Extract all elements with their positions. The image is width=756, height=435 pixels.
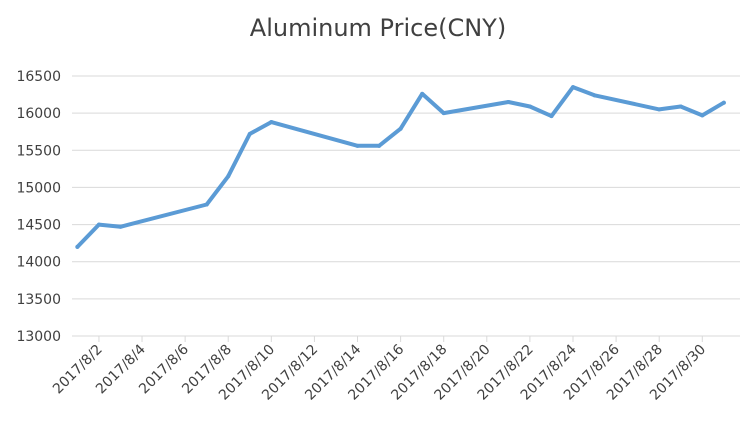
data-point <box>571 85 575 90</box>
series-line <box>75 85 726 249</box>
data-point <box>657 107 662 112</box>
data-point <box>592 93 597 98</box>
data-point <box>721 100 726 105</box>
data-point <box>269 120 274 125</box>
data-point <box>226 174 231 179</box>
data-point <box>377 143 382 148</box>
data-point <box>700 113 705 118</box>
data-point <box>204 202 209 207</box>
y-tick-label: 16500 <box>16 69 61 85</box>
y-tick-label: 16000 <box>16 106 61 122</box>
data-point <box>527 104 532 109</box>
data-point <box>75 244 80 249</box>
data-point <box>96 222 101 227</box>
y-tick-label: 13000 <box>16 329 61 345</box>
data-point <box>678 104 683 109</box>
data-point <box>506 100 511 104</box>
y-tick-label: 15000 <box>16 180 61 196</box>
y-tick-label: 15500 <box>16 143 61 159</box>
y-tick-label: 13500 <box>16 292 61 308</box>
data-point <box>398 126 403 131</box>
data-point <box>549 114 554 119</box>
y-tick-label: 14500 <box>16 218 61 234</box>
data-point <box>247 131 252 136</box>
data-point <box>420 91 425 96</box>
y-tick-label: 14000 <box>16 255 61 271</box>
data-point <box>441 111 446 116</box>
data-point <box>355 143 360 148</box>
data-point <box>118 224 123 229</box>
chart-title: Aluminum Price(CNY) <box>249 14 507 42</box>
